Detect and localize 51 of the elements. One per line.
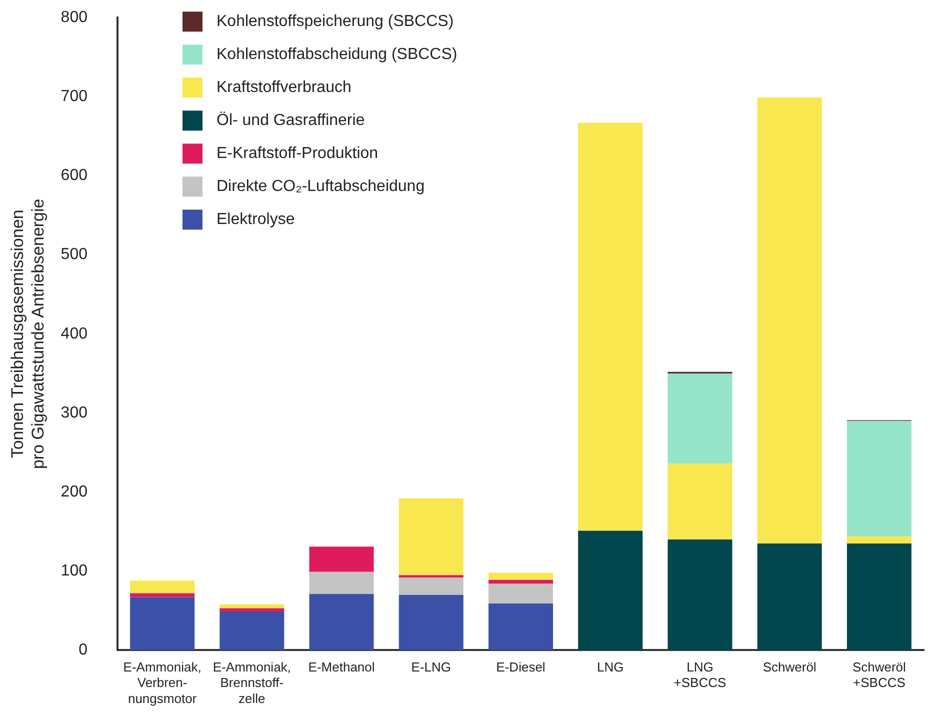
y-tick-label: 200	[60, 483, 88, 500]
legend-label: Kohlenstoffabscheidung (SBCCS)	[216, 46, 458, 64]
bar	[757, 543, 822, 650]
bar	[846, 536, 912, 544]
y-tick-label: 0	[78, 642, 88, 659]
y-tick-label: 100	[60, 562, 88, 580]
bar	[488, 584, 554, 604]
bar	[488, 572, 554, 580]
bar	[668, 539, 732, 650]
y-axis-title: Tonnen Treibhausgasemissionen pro Gigawattstunde Antriebsenergie	[8, 198, 48, 470]
x-tick-label: Schweröl	[762, 660, 816, 675]
bar	[309, 572, 374, 594]
bar	[578, 122, 643, 531]
legend-label: Öl- und Gasraffinerie	[216, 111, 365, 130]
legend-label: Elektrolyse	[216, 211, 295, 228]
bar	[398, 577, 464, 595]
y-tick-label: 300	[60, 404, 88, 422]
x-tick-label: E-Diesel	[496, 660, 546, 675]
bar	[668, 373, 732, 464]
x-tick-label: E-Ammoniak, Brennstoff- zelle	[212, 660, 291, 706]
bar	[309, 594, 374, 650]
y-tick-label: 500	[60, 246, 88, 264]
bar	[220, 611, 284, 650]
x-tick-label: E-Methanol	[308, 660, 375, 675]
bar	[846, 420, 912, 536]
bar	[309, 546, 374, 572]
bar	[578, 530, 643, 650]
bar	[757, 97, 822, 544]
bar	[130, 580, 195, 594]
bar	[668, 464, 732, 540]
bar	[488, 604, 554, 650]
x-tick-label: E-Ammoniak, Verbren- nungsmotor	[123, 660, 202, 706]
y-tick-label: 400	[60, 325, 88, 342]
bar	[220, 604, 284, 608]
y-tick-label: 700	[60, 88, 88, 106]
bar	[130, 597, 195, 650]
bar	[488, 580, 554, 584]
bar	[398, 594, 464, 650]
legend-label: Direkte CO₂-Luftabscheidung	[216, 178, 425, 196]
bar	[220, 608, 284, 612]
y-tick-label: 600	[60, 167, 88, 184]
bar	[846, 543, 912, 650]
legend-label: Kohlenstoffspeicherung (SBCCS)	[216, 13, 454, 30]
x-tick-label: LNG +SBCCS	[674, 660, 726, 690]
legend-label: E-Kraftstoff-Produktion	[216, 145, 378, 162]
x-tick-label: E-LNG	[411, 660, 452, 675]
bar	[398, 498, 464, 576]
x-tick-label: LNG	[596, 660, 624, 675]
legend-label: Kraftstoffverbrauch	[216, 79, 352, 96]
y-tick-label: 800	[60, 9, 88, 26]
x-tick-label: Schweröl +SBCCS	[852, 660, 906, 690]
